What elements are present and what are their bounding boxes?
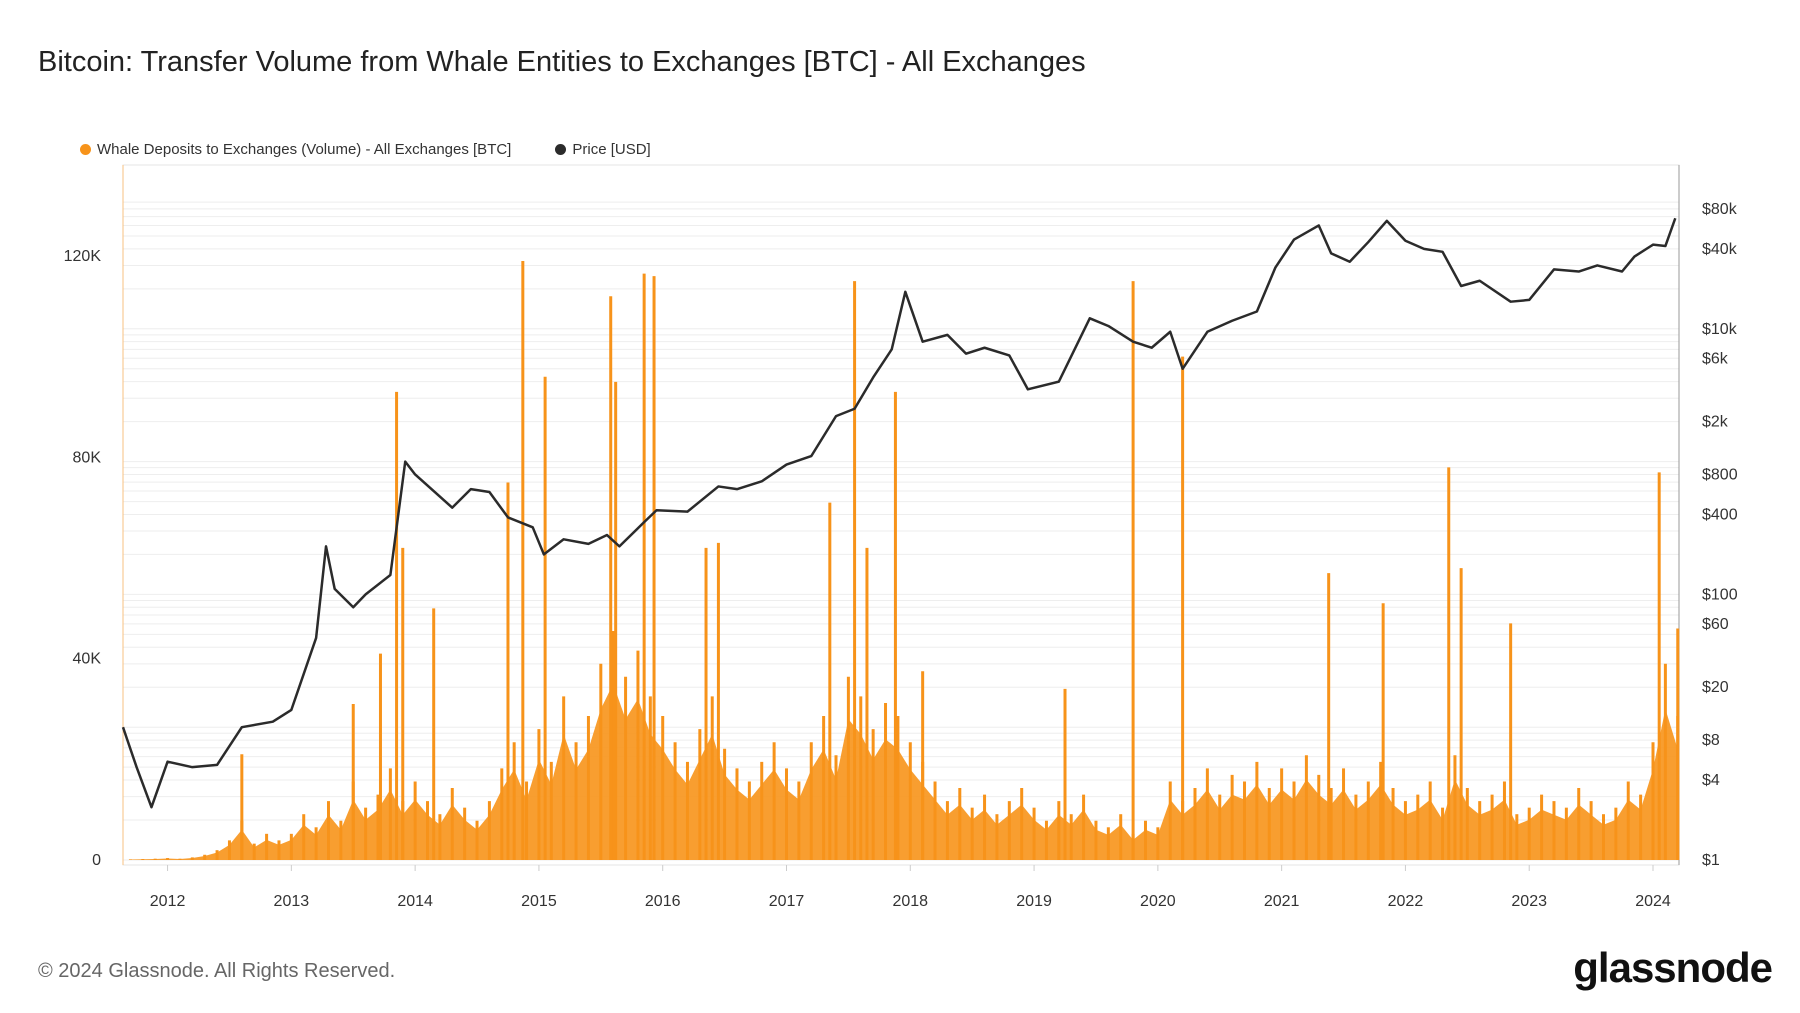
x-tick-label: 2017: [769, 893, 805, 910]
x-tick-label: 2020: [1140, 893, 1176, 910]
price-line: [121, 217, 1677, 809]
chart-title: Bitcoin: Transfer Volume from Whale Enti…: [38, 46, 1086, 78]
legend-item-volume[interactable]: Whale Deposits to Exchanges (Volume) - A…: [80, 141, 511, 158]
y-right-tick-label: $10k: [1702, 321, 1738, 338]
y-right-tick-label: $60: [1702, 616, 1729, 633]
x-tick-label: 2021: [1264, 893, 1300, 910]
legend-label: Whale Deposits to Exchanges (Volume) - A…: [97, 141, 512, 158]
y-right-tick-label: $100: [1702, 586, 1738, 603]
legend: Whale Deposits to Exchanges (Volume) - A…: [80, 141, 651, 158]
y-right-tick-label: $1: [1702, 852, 1720, 869]
legend-item-price[interactable]: Price [USD]: [555, 141, 651, 158]
y-right-tick-label: $20: [1702, 679, 1729, 696]
y-right-tick-label: $8: [1702, 732, 1720, 749]
y-right-tick-label: $4: [1702, 772, 1720, 789]
y-right-tick-label: $2k: [1702, 414, 1729, 431]
x-tick-label: 2024: [1635, 893, 1671, 910]
x-tick-label: 2014: [397, 893, 433, 910]
y-left-tick-label: 0: [92, 852, 101, 869]
x-tick-label: 2016: [645, 893, 681, 910]
x-tick-label: 2023: [1511, 893, 1547, 910]
x-tick-label: 2015: [521, 893, 557, 910]
x-tick-label: 2019: [1016, 893, 1052, 910]
glassnode-logo: glassnode: [1573, 944, 1773, 991]
y-right-tick-label: $6k: [1702, 350, 1729, 367]
x-tick-label: 2022: [1388, 893, 1424, 910]
volume-area: [130, 683, 1678, 860]
legend-swatch-orange-icon: [80, 144, 91, 155]
legend-label: Price [USD]: [572, 141, 651, 158]
legend-swatch-black-icon: [555, 144, 567, 155]
y-right-tick-label: $400: [1702, 506, 1738, 523]
y-left-tick-label: 120K: [64, 248, 102, 265]
copyright: © 2024 Glassnode. All Rights Reserved.: [38, 960, 396, 982]
y-right-tick-label: $40k: [1702, 241, 1738, 258]
y-left-tick-label: 40K: [73, 651, 102, 668]
x-tick-label: 2018: [892, 893, 928, 910]
x-tick-label: 2012: [150, 893, 186, 910]
y-left-tick-label: 80K: [73, 449, 102, 466]
y-right-tick-label: $800: [1702, 466, 1738, 483]
x-tick-label: 2013: [274, 893, 310, 910]
y-right-tick-label: $80k: [1702, 201, 1738, 218]
